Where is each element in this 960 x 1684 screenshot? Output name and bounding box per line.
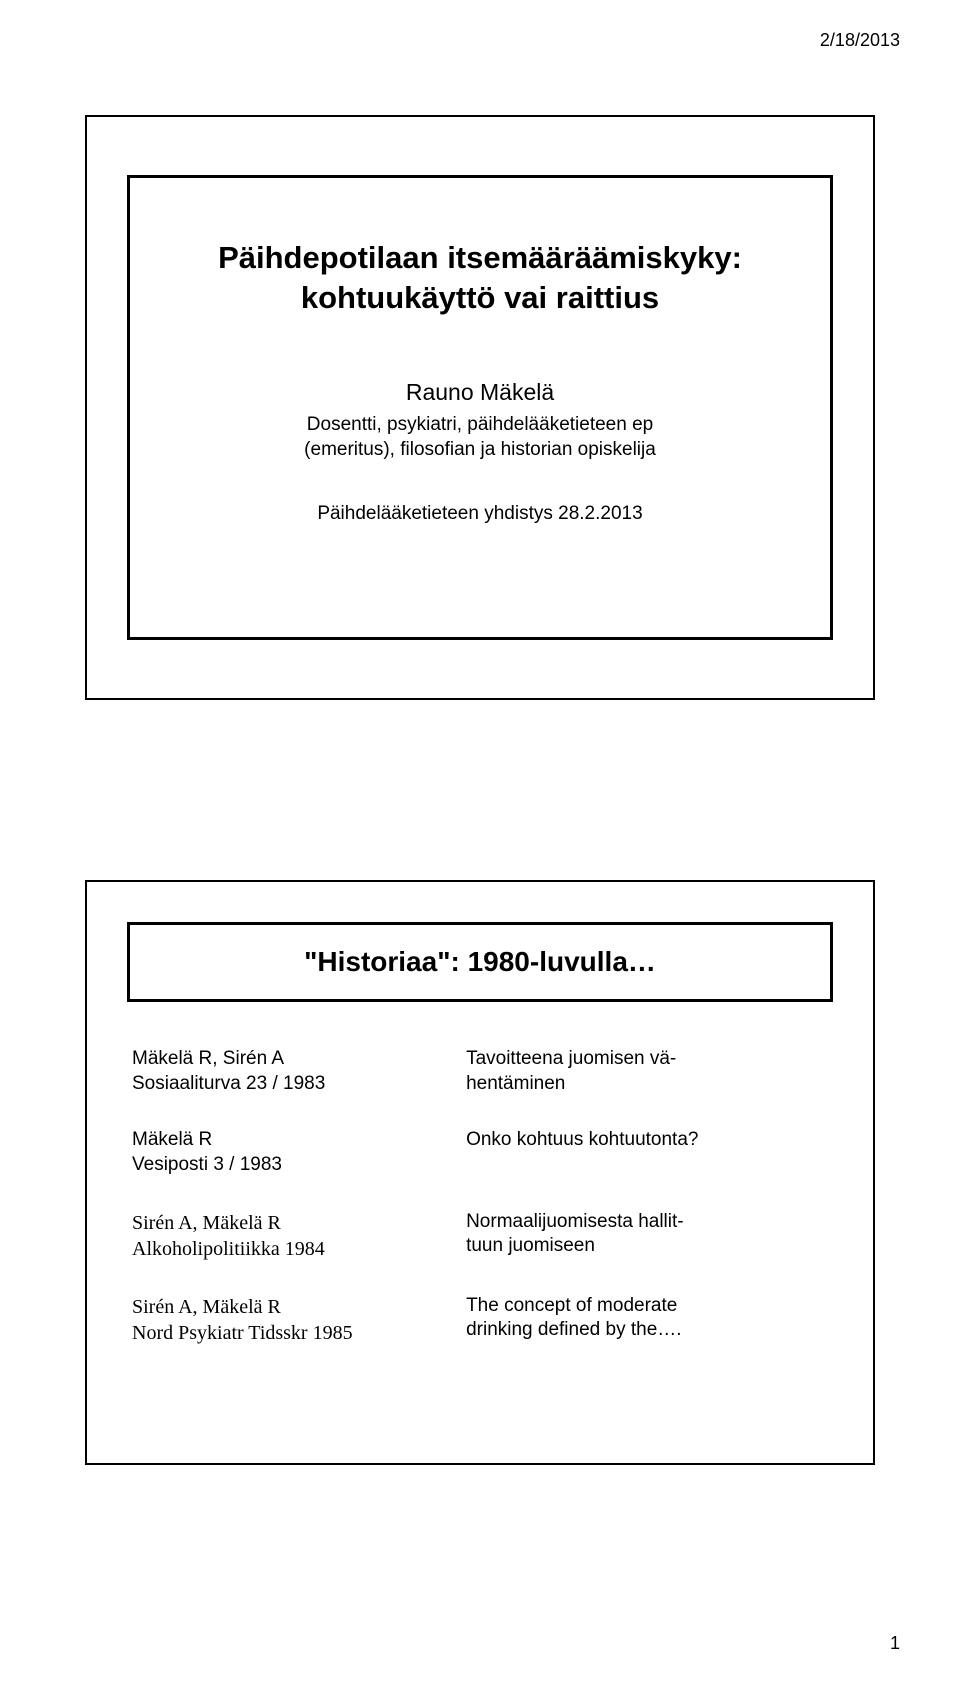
author-description: Dosentti, psykiatri, päihdelääketieteen … <box>180 412 780 463</box>
reference-left: Mäkelä R, Sirén A Sosiaaliturva 23 / 198… <box>132 1047 466 1096</box>
ref-author: Mäkelä R, Sirén A <box>132 1048 284 1069</box>
reference-row: Sirén A, Mäkelä R Nord Psykiatr Tidsskr … <box>132 1294 828 1346</box>
ref-author: Sirén A, Mäkelä R <box>132 1212 281 1234</box>
desc-line-2: (emeritus), filosofian ja historian opis… <box>304 439 656 460</box>
reference-row: Sirén A, Mäkelä R Alkoholipolitiikka 198… <box>132 1210 828 1262</box>
page-date: 2/18/2013 <box>820 30 900 51</box>
page-number: 1 <box>890 1633 900 1654</box>
title-line-2: kohtuukäyttö vai raittius <box>301 280 659 315</box>
reference-right: Tavoitteena juomisen vä- hentäminen <box>466 1047 828 1096</box>
reference-right: The concept of moderate drinking defined… <box>466 1294 828 1346</box>
reference-right: Onko kohtuus kohtuutonta? <box>466 1128 828 1177</box>
slide-2: "Historiaa": 1980-luvulla… Mäkelä R, Sir… <box>85 880 875 1465</box>
desc-line-1: Dosentti, psykiatri, päihdelääketieteen … <box>307 414 653 435</box>
slide-2-content: Mäkelä R, Sirén A Sosiaaliturva 23 / 198… <box>132 1047 828 1423</box>
reference-right: Normaalijuomisesta hallit- tuun juomisee… <box>466 1210 828 1262</box>
ref-desc-1: Onko kohtuus kohtuutonta? <box>466 1129 698 1150</box>
reference-row: Mäkelä R, Sirén A Sosiaaliturva 23 / 198… <box>132 1047 828 1096</box>
ref-desc-2: hentäminen <box>466 1073 565 1094</box>
ref-author: Sirén A, Mäkelä R <box>132 1296 281 1318</box>
slide-1: Päihdepotilaan itsemääräämiskyky: kohtuu… <box>85 115 875 700</box>
slide-2-title: "Historiaa": 1980-luvulla… <box>304 946 656 978</box>
ref-source: Sosiaaliturva 23 / 1983 <box>132 1073 325 1094</box>
ref-desc-2: drinking defined by the…. <box>466 1319 681 1340</box>
reference-left: Mäkelä R Vesiposti 3 / 1983 <box>132 1128 466 1177</box>
ref-source: Nord Psykiatr Tidsskr 1985 <box>132 1322 353 1344</box>
ref-author: Mäkelä R <box>132 1129 212 1150</box>
reference-row: Mäkelä R Vesiposti 3 / 1983 Onko kohtuus… <box>132 1128 828 1177</box>
ref-source: Alkoholipolitiikka 1984 <box>132 1238 325 1260</box>
ref-desc-1: The concept of moderate <box>466 1295 677 1316</box>
reference-left: Sirén A, Mäkelä R Alkoholipolitiikka 198… <box>132 1210 466 1262</box>
reference-left: Sirén A, Mäkelä R Nord Psykiatr Tidsskr … <box>132 1294 466 1346</box>
slide-1-content-box: Päihdepotilaan itsemääräämiskyky: kohtuu… <box>127 175 833 640</box>
slide-2-title-box: "Historiaa": 1980-luvulla… <box>127 922 833 1002</box>
title-line-1: Päihdepotilaan itsemääräämiskyky: <box>218 240 742 275</box>
author-name: Rauno Mäkelä <box>180 379 780 406</box>
ref-desc-2: tuun juomiseen <box>466 1235 595 1256</box>
slide-1-title: Päihdepotilaan itsemääräämiskyky: kohtuu… <box>180 238 780 319</box>
organization-date: Päihdelääketieteen yhdistys 28.2.2013 <box>180 503 780 525</box>
ref-desc-1: Tavoitteena juomisen vä- <box>466 1048 676 1069</box>
ref-source: Vesiposti 3 / 1983 <box>132 1154 282 1175</box>
ref-desc-1: Normaalijuomisesta hallit- <box>466 1211 684 1232</box>
